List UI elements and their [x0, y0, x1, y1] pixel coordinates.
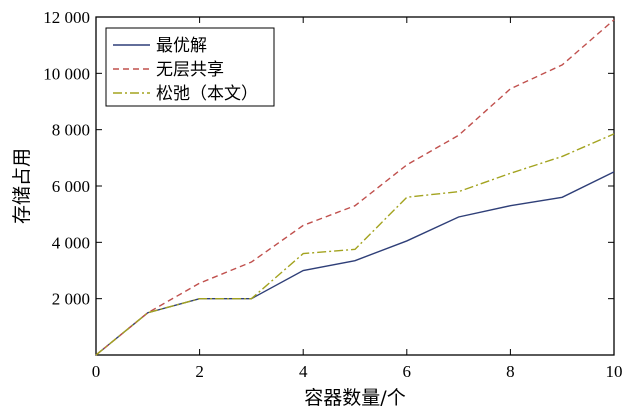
series-line-2	[95, 133, 615, 356]
legend-label-2: 松弛（本文）	[156, 84, 258, 104]
legend-label-1: 无层共享	[156, 60, 224, 80]
y-axis-ticks: 2 000 4 000 6 000 8 000 10 000 12 000	[43, 8, 614, 309]
x-axis-title: 容器数量/个	[304, 387, 405, 409]
x-tick-label: 10	[606, 362, 623, 381]
x-axis-ticks: 0 2 4 6 8 10	[92, 17, 623, 381]
series-line-0	[95, 171, 615, 356]
x-tick-label: 8	[506, 362, 515, 381]
x-tick-label: 6	[403, 362, 412, 381]
y-tick-label: 4 000	[52, 233, 90, 252]
x-tick-label: 0	[92, 362, 101, 381]
x-tick-label: 4	[299, 362, 308, 381]
x-tick-label: 2	[195, 362, 204, 381]
y-tick-label: 6 000	[52, 177, 90, 196]
legend-label-0: 最优解	[156, 36, 207, 56]
series-lines	[95, 19, 615, 356]
series-line-1	[95, 19, 615, 356]
y-tick-label: 2 000	[52, 290, 90, 309]
y-tick-label: 8 000	[52, 121, 90, 140]
y-tick-label: 10 000	[43, 64, 90, 83]
y-tick-label: 12 000	[43, 8, 90, 27]
y-axis-title: 存储占用	[11, 148, 33, 224]
